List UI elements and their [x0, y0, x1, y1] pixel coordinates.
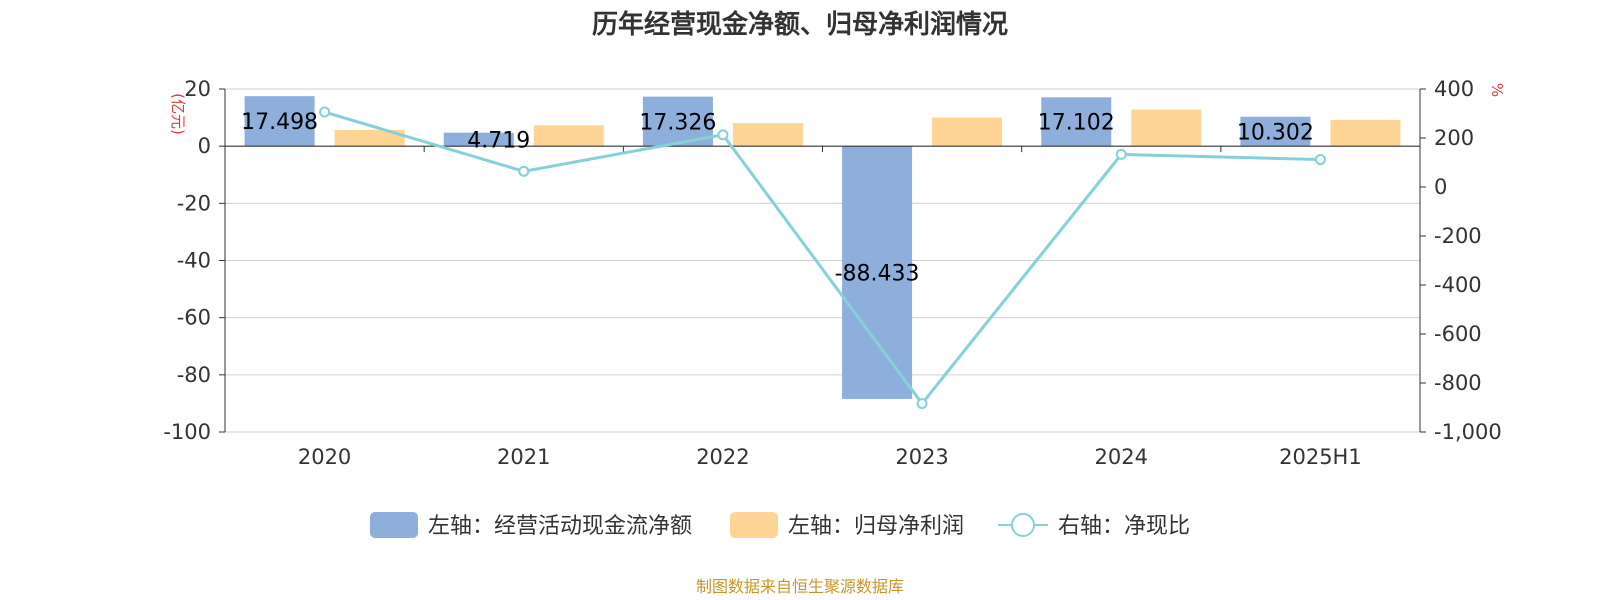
left-tick-label: -60 [177, 306, 211, 330]
axes: 200-20-40-60-80-1004002000-200-400-600-8… [163, 77, 1506, 469]
legend-swatch-marker [1011, 513, 1035, 537]
left-tick-label: -80 [177, 363, 211, 387]
x-tick-label: 2020 [298, 445, 351, 469]
line-net-cash-ratio [324, 110, 1321, 407]
bar-net-profit [334, 129, 405, 147]
bar-cashflow [443, 132, 514, 147]
line-point [916, 398, 928, 410]
bar-cashflow [842, 146, 913, 399]
bar-net-profit [932, 117, 1003, 147]
legend-label: 左轴：经营活动现金流净额 [428, 514, 692, 539]
legend-swatch [730, 512, 778, 538]
right-tick-label: 400 [1434, 77, 1474, 101]
bar-data-label: 17.102 [1038, 111, 1115, 136]
x-tick-label: 2022 [696, 445, 749, 469]
gridlines [225, 88, 1420, 433]
legend-label: 右轴：净现比 [1058, 514, 1190, 539]
bar-cashflow [244, 96, 315, 147]
bar-data-label: 10.302 [1237, 120, 1314, 145]
bar-cashflow [1041, 97, 1112, 147]
right-tick-label: -800 [1434, 371, 1482, 395]
bar-data-label: 4.719 [467, 128, 530, 153]
bar-net-profit [1330, 119, 1401, 147]
line-series [319, 106, 1326, 410]
bar-data-label: -88.433 [835, 262, 920, 287]
chart-title: 历年经营现金净额、归母净利润情况 [592, 9, 1008, 40]
line-point [319, 106, 331, 118]
legend: 左轴：经营活动现金流净额 左轴：归母净利润 右轴：净现比 [370, 512, 1190, 539]
bars [244, 96, 1401, 399]
right-axis-unit: % [1488, 83, 1506, 97]
right-tick-label: 0 [1434, 175, 1447, 199]
left-tick-label: -20 [177, 191, 211, 215]
left-axis-unit: (亿元) [169, 93, 187, 135]
legend-label: 左轴：归母净利润 [788, 514, 964, 539]
x-tick-label: 2021 [497, 445, 550, 469]
line-point [1314, 154, 1326, 166]
left-tick-label: -40 [177, 249, 211, 273]
line-point [717, 129, 729, 141]
x-tick-label: 2024 [1095, 445, 1148, 469]
right-tick-label: -1,000 [1434, 420, 1502, 444]
left-tick-label: 0 [198, 134, 211, 158]
bar-cashflow [1240, 116, 1311, 147]
line-point [518, 165, 530, 177]
source-note: 制图数据来自恒生聚源数据库 [696, 577, 904, 596]
right-tick-label: -600 [1434, 322, 1482, 346]
legend-swatch [370, 512, 418, 538]
bar-data-label: 17.326 [639, 110, 716, 135]
line-point [1115, 148, 1127, 160]
left-tick-label: -100 [163, 420, 211, 444]
x-tick-label: 2025H1 [1279, 445, 1362, 469]
bar-net-profit [1131, 109, 1202, 147]
left-tick-label: 20 [184, 77, 211, 101]
bar-net-profit [732, 123, 803, 147]
bar-data-label: 17.498 [241, 110, 318, 135]
data-labels: 17.498 4.719 17.326 -88.433 17.102 10.302 [241, 110, 1314, 286]
bar-net-profit [533, 125, 604, 147]
right-tick-label: -200 [1434, 224, 1482, 248]
right-tick-label: -400 [1434, 273, 1482, 297]
right-tick-label: 200 [1434, 126, 1474, 150]
x-tick-label: 2023 [895, 445, 948, 469]
